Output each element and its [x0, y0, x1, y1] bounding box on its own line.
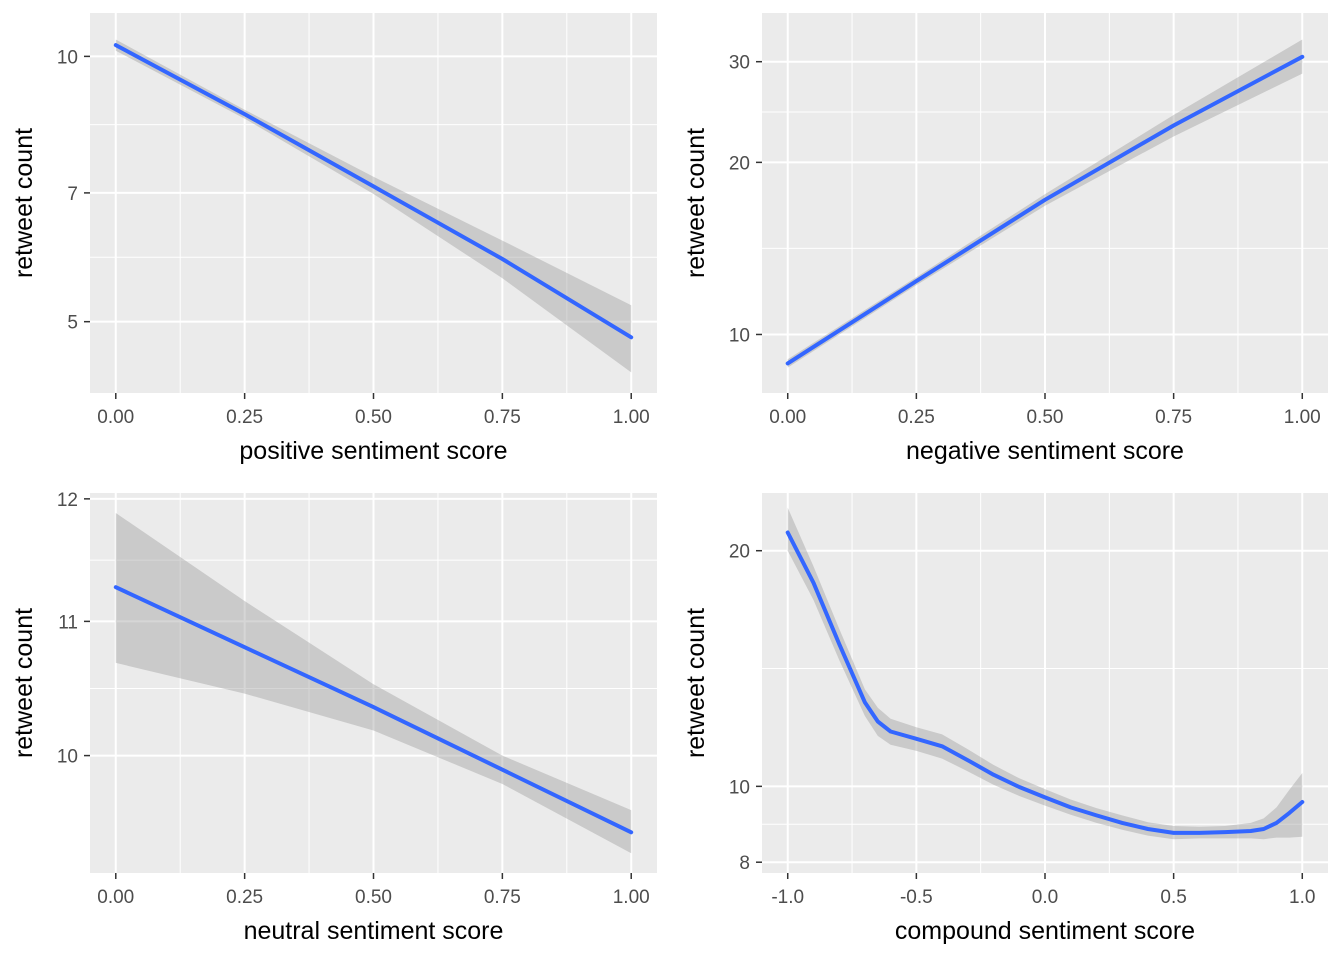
y-tick-label: 5 — [67, 313, 78, 334]
y-axis-title: retweet count — [682, 608, 710, 758]
y-axis-title: retweet count — [682, 128, 710, 278]
y-tick-label: 10 — [729, 777, 750, 798]
series-line — [785, 530, 1305, 835]
y-axis-title: retweet count — [10, 128, 38, 278]
x-axis-title: compound sentiment score — [895, 917, 1195, 945]
x-tick-label: -0.5 — [900, 887, 933, 908]
series-line — [113, 43, 634, 340]
x-axis-title: negative sentiment score — [906, 437, 1184, 465]
x-tick-label: 0.5 — [1160, 887, 1186, 908]
y-tick-label: 8 — [739, 853, 750, 874]
x-tick-label: 0.00 — [769, 407, 806, 428]
x-axis-title: positive sentiment score — [239, 437, 507, 465]
x-axis-title: neutral sentiment score — [244, 917, 504, 945]
x-tick-label: 1.00 — [1284, 407, 1321, 428]
x-tick-label: 0.50 — [355, 407, 392, 428]
y-tick-label: 20 — [729, 153, 750, 174]
series-line — [785, 54, 1305, 366]
y-tick-label: 7 — [67, 184, 78, 205]
chart-panel-4: -1.0 -0.5 0.0 0.5 1.0 8 10 20 compound sentiment… — [682, 493, 1328, 945]
x-tick-label: 0.75 — [484, 887, 521, 908]
confidence-band — [787, 39, 1303, 368]
x-tick-label: 0.50 — [1027, 407, 1064, 428]
x-tick-label: 0.00 — [97, 887, 134, 908]
x-tick-label: 1.0 — [1289, 887, 1315, 908]
x-tick-label: 0.00 — [97, 407, 134, 428]
x-tick-label: 0.25 — [898, 407, 935, 428]
y-tick-label: 10 — [57, 747, 78, 768]
y-tick-label: 12 — [57, 490, 78, 511]
x-tick-label: 1.00 — [613, 887, 650, 908]
chart-panel-2: 0.00 0.25 0.50 0.75 1.00 10 20 30 negative senti… — [682, 13, 1328, 465]
x-tick-label: 1.00 — [613, 407, 650, 428]
y-tick-label: 10 — [57, 47, 78, 68]
y-tick-label: 10 — [729, 325, 750, 346]
x-tick-label: 0.0 — [1032, 887, 1058, 908]
y-axis-title: retweet count — [10, 608, 38, 758]
x-tick-label: 0.75 — [484, 407, 521, 428]
y-tick-label: 30 — [729, 53, 750, 74]
x-tick-label: 0.75 — [1155, 407, 1192, 428]
chart-panel-3: 0.00 0.25 0.50 0.75 1.00 10 11 12 neutral sentim… — [10, 490, 657, 945]
x-tick-label: -1.0 — [771, 887, 804, 908]
chart-panel-1: 0.00 0.25 0.50 0.75 1.00 5 7 10 positive sentime… — [10, 13, 657, 465]
y-tick-label: 11 — [58, 612, 78, 633]
x-tick-label: 0.50 — [355, 887, 392, 908]
series-line — [113, 585, 634, 835]
x-tick-label: 0.25 — [226, 407, 263, 428]
x-tick-label: 0.25 — [226, 887, 263, 908]
y-tick-label: 20 — [729, 542, 750, 563]
